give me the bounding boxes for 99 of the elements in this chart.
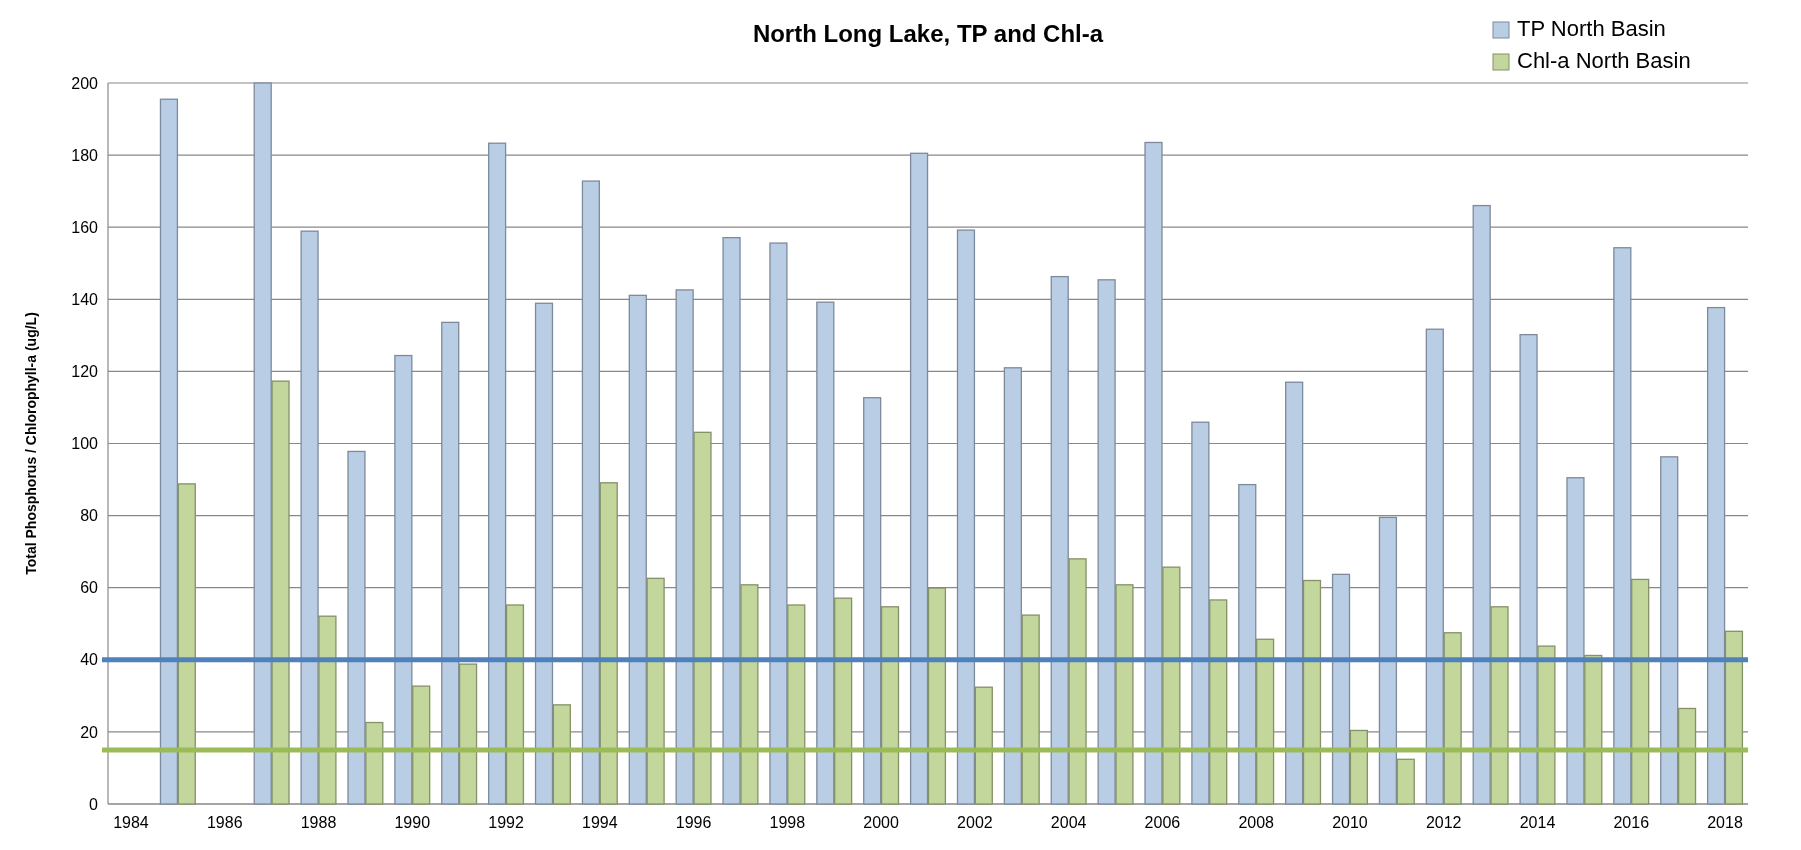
x-tick-label: 2018 (1707, 814, 1743, 831)
x-tick-label: 2000 (863, 814, 900, 831)
bar (1050, 275, 1069, 805)
bar (863, 397, 882, 805)
x-tick-label: 1986 (206, 814, 243, 831)
x-tick-label: 2008 (1238, 814, 1275, 831)
x-tick-label: 2006 (1144, 814, 1181, 831)
y-tick-label: 100 (71, 435, 99, 453)
y-tick-label: 80 (80, 507, 99, 525)
y-tick-label: 120 (71, 363, 99, 380)
bar (722, 237, 741, 805)
bar (1238, 483, 1257, 805)
bar (1349, 729, 1368, 805)
bar (1021, 614, 1040, 805)
bar (581, 180, 601, 805)
bar (347, 450, 366, 805)
bar (956, 229, 976, 805)
bar (534, 302, 554, 805)
bar (159, 98, 179, 805)
bar (675, 289, 694, 805)
x-tick-label: 2004 (1050, 814, 1087, 831)
bar (1396, 758, 1415, 805)
bar (441, 321, 460, 805)
bar (253, 82, 272, 805)
bar (1191, 421, 1210, 805)
bar (1255, 638, 1275, 805)
x-tick-label: 1988 (300, 814, 337, 831)
bar (1162, 566, 1181, 805)
x-tick-label: 1992 (488, 814, 524, 831)
bar (1302, 579, 1322, 805)
bar (1584, 654, 1603, 805)
legend-label: TP North Basin (1517, 16, 1666, 41)
bar (271, 380, 290, 805)
bar (300, 230, 319, 805)
y-tick-label: 200 (71, 74, 99, 92)
x-tick-label: 1990 (394, 814, 431, 831)
bar (552, 704, 571, 805)
x-tick-label: 2002 (957, 814, 993, 831)
bar (1331, 573, 1351, 805)
bar (880, 606, 900, 805)
bar (646, 577, 665, 805)
bar (1724, 630, 1744, 805)
bar (1378, 516, 1398, 805)
bar (1613, 247, 1632, 805)
x-tick-label: 2016 (1613, 814, 1650, 831)
y-tick-label: 20 (80, 723, 99, 741)
bar (1115, 584, 1134, 805)
bar (974, 686, 993, 805)
bar (1209, 599, 1228, 805)
bar (1097, 279, 1116, 805)
bar (394, 354, 413, 805)
bar (834, 597, 853, 805)
bar (693, 431, 712, 805)
y-axis-title: Total Phosphorus / Chlorophyll-a (ug/L) (23, 312, 39, 575)
y-tick-label: 160 (71, 218, 99, 236)
y-tick-label: 60 (80, 579, 99, 597)
x-tick-label: 2012 (1425, 814, 1462, 831)
bar (1537, 645, 1556, 805)
bar (816, 301, 835, 805)
bar (769, 242, 788, 805)
bar (318, 615, 337, 805)
x-tick-label: 2010 (1332, 814, 1368, 831)
bar (1285, 381, 1304, 805)
bar (1631, 578, 1650, 805)
bar (1519, 333, 1538, 805)
bar (628, 294, 647, 805)
bar (740, 584, 759, 805)
bar (1425, 328, 1444, 805)
bar (927, 587, 947, 805)
x-tick-label: 1998 (769, 814, 806, 831)
bar (177, 483, 196, 805)
bar (412, 685, 431, 805)
bar (1677, 707, 1697, 805)
bar (505, 604, 525, 805)
y-tick-label: 40 (80, 651, 99, 669)
chart-title: North Long Lake, TP and Chl-a (752, 20, 1104, 47)
y-tick-label: 0 (89, 795, 99, 813)
bar (1566, 477, 1585, 805)
x-tick-label: 2014 (1519, 814, 1556, 831)
bar (1490, 606, 1509, 805)
bar (458, 663, 478, 805)
y-tick-label: 140 (71, 290, 99, 308)
y-tick-label: 180 (71, 146, 99, 164)
bar (1443, 632, 1462, 805)
x-tick-label: 1984 (113, 814, 149, 831)
bar (1472, 204, 1491, 805)
bar (1706, 306, 1726, 805)
bar (787, 604, 806, 805)
bar (1003, 367, 1022, 805)
bar (599, 482, 618, 805)
bar (365, 721, 384, 805)
legend-label: Chl-a North Basin (1517, 48, 1691, 73)
bar (488, 142, 507, 805)
bar (1068, 558, 1087, 805)
bar (1660, 456, 1679, 805)
bar (1144, 141, 1163, 805)
bar (909, 152, 929, 805)
x-tick-label: 1996 (675, 814, 712, 831)
x-tick-label: 1994 (582, 814, 618, 831)
